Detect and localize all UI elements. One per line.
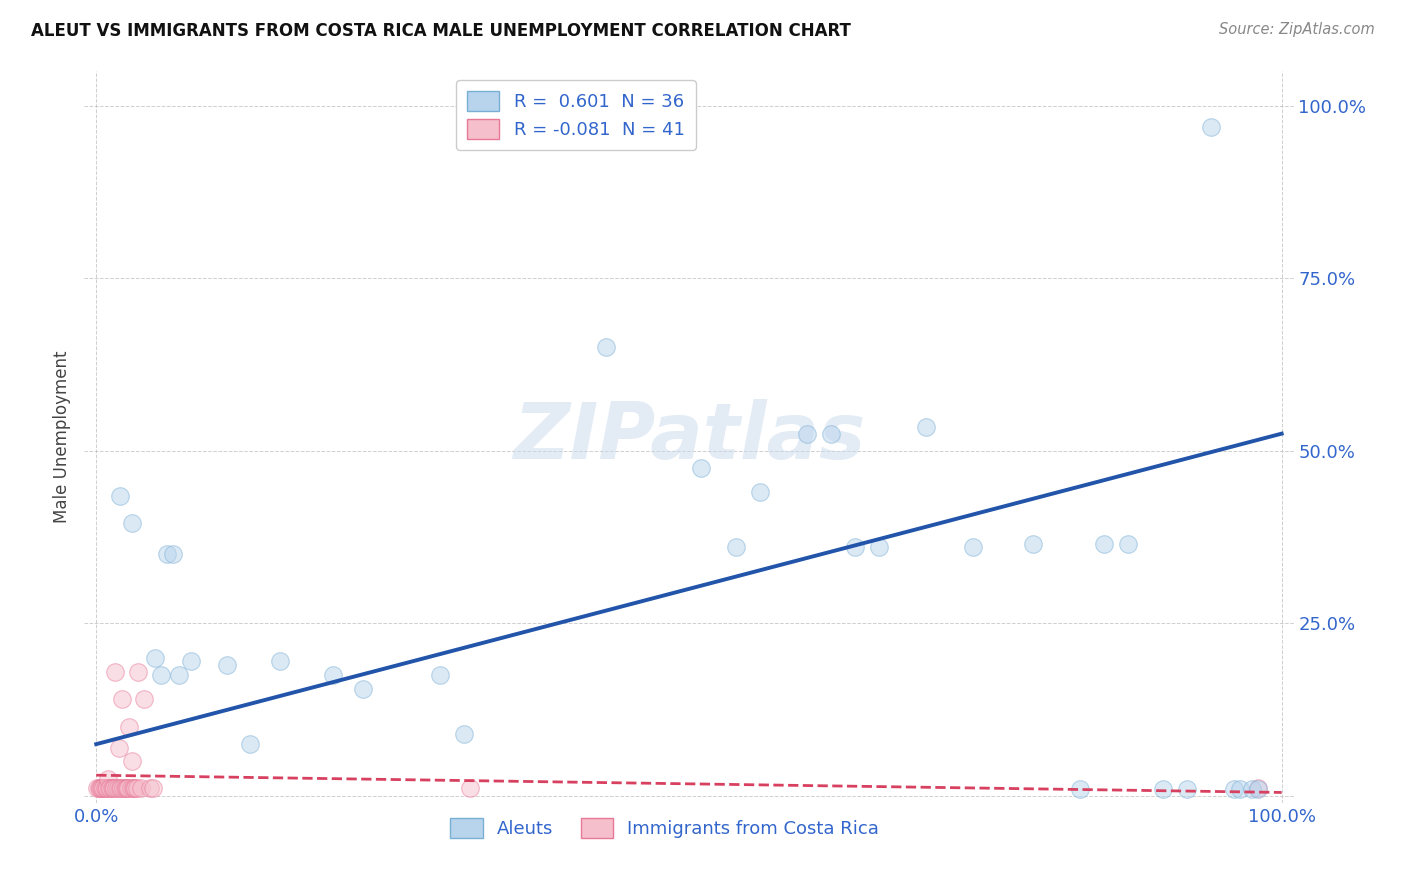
Text: ZIPatlas: ZIPatlas — [513, 399, 865, 475]
Point — [1022, 537, 1045, 551]
Point — [120, 780, 142, 795]
Point — [868, 541, 890, 555]
Point — [1247, 782, 1270, 797]
Point — [1247, 780, 1270, 795]
Point — [98, 780, 121, 795]
Point — [453, 727, 475, 741]
Point — [595, 340, 617, 354]
Point — [89, 780, 111, 795]
Point — [1092, 537, 1115, 551]
Point — [167, 668, 190, 682]
Point — [124, 780, 146, 795]
Point — [915, 419, 938, 434]
Point — [749, 485, 772, 500]
Point — [162, 548, 184, 562]
Point — [1240, 782, 1263, 797]
Point — [122, 780, 145, 795]
Point — [122, 780, 145, 795]
Point — [796, 426, 818, 441]
Point — [150, 668, 173, 682]
Point — [115, 780, 138, 795]
Point — [127, 665, 149, 679]
Point — [1152, 782, 1174, 797]
Point — [91, 780, 114, 795]
Point — [429, 668, 451, 682]
Point — [962, 541, 984, 555]
Point — [115, 780, 138, 795]
Point — [322, 668, 344, 682]
Point — [156, 548, 179, 562]
Point — [117, 780, 139, 795]
Point — [458, 780, 481, 795]
Point — [180, 654, 202, 668]
Point — [96, 780, 118, 795]
Point — [91, 780, 114, 795]
Point — [118, 720, 141, 734]
Point — [87, 780, 110, 795]
Point — [108, 489, 131, 503]
Point — [145, 651, 167, 665]
Point — [1175, 782, 1198, 797]
Point — [132, 692, 155, 706]
Legend: Aleuts, Immigrants from Costa Rica: Aleuts, Immigrants from Costa Rica — [443, 811, 887, 845]
Point — [142, 780, 165, 795]
Point — [110, 780, 132, 795]
Point — [107, 780, 129, 795]
Text: Source: ZipAtlas.com: Source: ZipAtlas.com — [1219, 22, 1375, 37]
Point — [108, 780, 131, 795]
Point — [1229, 782, 1251, 797]
Point — [844, 541, 866, 555]
Point — [90, 780, 112, 795]
Point — [105, 780, 128, 795]
Point — [1199, 120, 1222, 134]
Text: ALEUT VS IMMIGRANTS FROM COSTA RICA MALE UNEMPLOYMENT CORRELATION CHART: ALEUT VS IMMIGRANTS FROM COSTA RICA MALE… — [31, 22, 851, 40]
Point — [352, 681, 374, 696]
Y-axis label: Male Unemployment: Male Unemployment — [53, 351, 72, 524]
Point — [1116, 537, 1139, 551]
Point — [86, 780, 108, 795]
Point — [93, 780, 115, 795]
Point — [100, 780, 122, 795]
Point — [104, 665, 127, 679]
Point — [103, 780, 125, 795]
Point — [269, 654, 291, 668]
Point — [725, 541, 748, 555]
Point — [114, 780, 136, 795]
Point — [111, 692, 134, 706]
Point — [125, 780, 148, 795]
Point — [107, 740, 129, 755]
Point — [689, 461, 711, 475]
Point — [138, 780, 160, 795]
Point — [215, 657, 238, 672]
Point — [820, 426, 842, 441]
Point — [101, 780, 124, 795]
Point — [1069, 782, 1091, 797]
Point — [121, 516, 143, 531]
Point — [97, 772, 120, 786]
Point — [112, 780, 135, 795]
Point — [121, 755, 143, 769]
Point — [94, 780, 117, 795]
Point — [239, 737, 262, 751]
Point — [100, 780, 122, 795]
Point — [129, 780, 152, 795]
Point — [1223, 782, 1246, 797]
